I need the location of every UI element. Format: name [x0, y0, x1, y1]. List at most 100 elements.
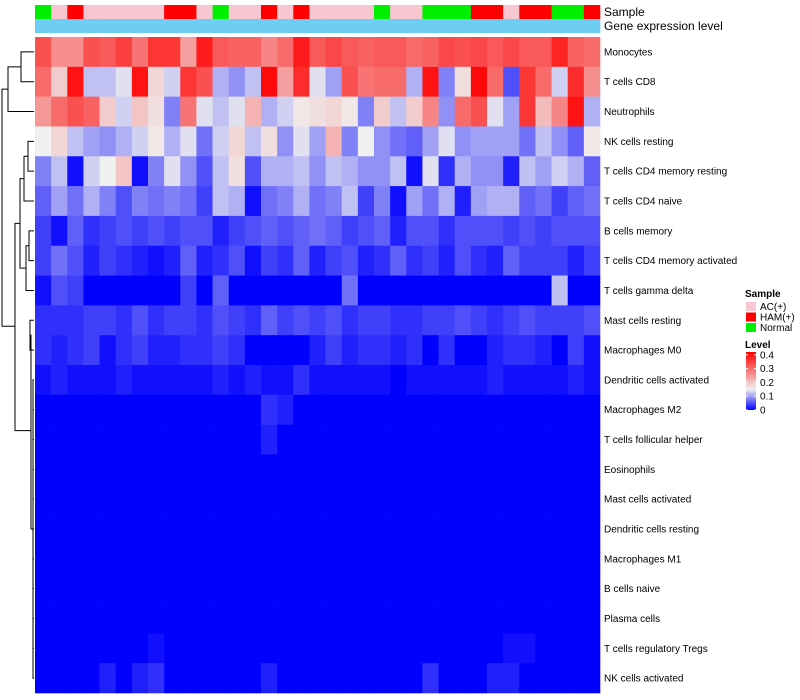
heatmap-cell	[567, 275, 585, 306]
heatmap-cell	[503, 663, 520, 694]
heatmap-cell	[357, 245, 375, 276]
gene-expression-cell	[454, 19, 472, 33]
sample-legend-label: AC(+)	[760, 302, 786, 313]
heatmap-cell	[51, 424, 68, 455]
heatmap-cell	[35, 603, 52, 634]
heatmap-cell	[309, 186, 326, 217]
heatmap-cell	[454, 484, 472, 515]
heatmap-cell	[115, 186, 133, 217]
heatmap-cell	[374, 126, 391, 157]
heatmap-cell	[325, 37, 343, 68]
row-label: T cells gamma delta	[604, 286, 694, 297]
heatmap-cell	[374, 514, 391, 545]
heatmap-cell	[35, 245, 52, 276]
heatmap-cell	[51, 305, 68, 336]
heatmap-cell	[131, 37, 149, 68]
heatmap-cell	[357, 394, 375, 425]
heatmap-cell	[341, 424, 359, 455]
sample-annotation-cell	[341, 5, 359, 19]
heatmap-cell	[357, 215, 375, 247]
heatmap-cell	[583, 126, 601, 157]
heatmap-cell	[309, 335, 326, 366]
heatmap-cell	[212, 66, 230, 97]
heatmap-cell	[325, 603, 343, 634]
gene-expression-cell	[470, 19, 488, 33]
sample-annotation-cell	[131, 5, 149, 19]
heatmap-cell	[325, 514, 343, 545]
gene-expression-cell	[406, 19, 423, 33]
heatmap-cell	[51, 663, 68, 694]
heatmap-cell	[115, 514, 133, 545]
heatmap-cell	[487, 275, 504, 306]
heatmap-cell	[51, 156, 68, 187]
gene-expression-cell	[487, 19, 504, 33]
heatmap-cell	[470, 394, 488, 425]
heatmap-cell	[454, 275, 472, 306]
heatmap-cell	[535, 96, 552, 127]
heatmap-cell	[277, 514, 294, 545]
heatmap-cell	[115, 365, 133, 396]
heatmap-cell	[180, 603, 197, 634]
heatmap-cell	[470, 305, 488, 336]
heatmap-cell	[35, 454, 52, 485]
heatmap-cell	[99, 335, 117, 366]
sample-annotation-cell	[180, 5, 197, 19]
gene-expression-cell	[567, 19, 585, 33]
heatmap-cell	[390, 484, 407, 515]
heatmap-cell	[487, 514, 504, 545]
heatmap-cell	[454, 215, 472, 247]
heatmap-cell	[341, 514, 359, 545]
heatmap-cell	[228, 186, 246, 217]
heatmap-cell	[567, 126, 585, 157]
heatmap-cell	[438, 543, 456, 575]
heatmap-cell	[99, 96, 117, 127]
heatmap-cell	[67, 514, 84, 545]
heatmap-cell	[357, 66, 375, 97]
heatmap-cell	[567, 335, 585, 366]
heatmap-cell	[164, 126, 181, 157]
heatmap-cell	[35, 543, 52, 575]
heatmap-cell	[67, 394, 84, 425]
heatmap-cell	[309, 275, 326, 306]
heatmap-cell	[551, 514, 569, 545]
sample-annotation-cell	[244, 5, 262, 19]
heatmap-cell	[277, 454, 294, 485]
heatmap-cell	[131, 215, 149, 247]
heatmap-cell	[261, 305, 278, 336]
heatmap-cell	[422, 365, 439, 396]
heatmap-cell	[438, 96, 456, 127]
heatmap-cell	[35, 484, 52, 515]
heatmap-cell	[454, 543, 472, 575]
heatmap-cell	[503, 186, 520, 217]
gene-expression-cell	[180, 19, 197, 33]
heatmap-cell	[487, 335, 504, 366]
heatmap-cell	[180, 573, 197, 604]
heatmap-cell	[503, 543, 520, 575]
heatmap-cell	[374, 305, 391, 336]
dendrogram-branch	[25, 245, 34, 291]
heatmap-cell	[67, 603, 84, 634]
heatmap-cell	[422, 514, 439, 545]
heatmap-cell	[83, 365, 100, 396]
row-label: T cells CD4 memory resting	[604, 167, 727, 178]
heatmap-cell	[228, 424, 246, 455]
heatmap-cell	[487, 633, 504, 664]
heatmap-cell	[67, 454, 84, 485]
heatmap-cell	[519, 573, 536, 604]
heatmap-cell	[51, 603, 68, 634]
heatmap-cell	[309, 156, 326, 187]
heatmap-cell	[309, 96, 326, 127]
heatmap-cell	[374, 454, 391, 485]
heatmap-cell	[277, 424, 294, 455]
row-label: T cells regulatory Tregs	[604, 644, 708, 655]
heatmap-cell	[503, 484, 520, 515]
heatmap-cell	[148, 514, 165, 545]
heatmap-cell	[228, 454, 246, 485]
heatmap-cell	[277, 275, 294, 306]
heatmap-cell	[115, 394, 133, 425]
heatmap-cell	[196, 394, 213, 425]
heatmap-cell	[567, 215, 585, 247]
heatmap-cell	[277, 215, 294, 247]
heatmap-cell	[293, 245, 310, 276]
heatmap-cell	[180, 245, 197, 276]
